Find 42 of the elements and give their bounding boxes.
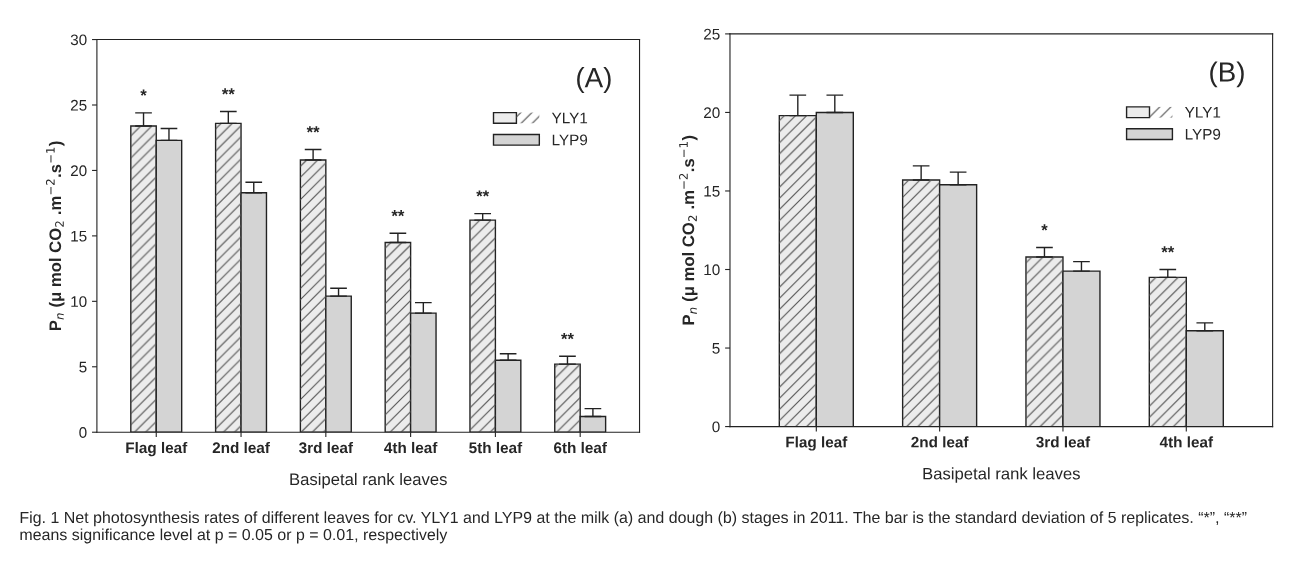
y-tick-label: 15	[704, 186, 720, 197]
x-axis-title: Basipetal rank leaves	[290, 472, 447, 489]
y-tick-label: 20	[70, 165, 87, 177]
y-tick-label: 0	[79, 427, 87, 438]
y-tick-label: 0	[712, 421, 720, 433]
x-tick-label: 5th leaf	[469, 441, 523, 454]
x-tick-label: 3rd leaf	[299, 441, 354, 454]
text: P$_{n}$ (μ mol CO$_{2}$ .m$^{−2}$.s$^{−1}$)	[679, 135, 698, 325]
y-tick-label: 20	[704, 107, 720, 119]
text: P$_{n}$ (μ mol CO$_{2}$ .m$^{−2}$.s$^{−1}$)	[45, 141, 65, 331]
annotation: **	[476, 190, 490, 197]
annotation: **	[561, 333, 574, 340]
legend-label: LYP9	[552, 134, 588, 146]
annotation: **	[391, 210, 405, 217]
x-axis-title: Basipetal rank leaves	[923, 467, 1080, 483]
y-tick-label: 30	[70, 34, 87, 46]
x-tick-label: 2nd leaf	[911, 436, 969, 448]
annotation: **	[221, 88, 235, 95]
annotation: (A)	[577, 67, 611, 93]
annotation: *	[1041, 224, 1048, 231]
legend-label: LYP9	[1185, 128, 1221, 140]
x-tick-label: Flag leaf	[786, 436, 848, 451]
y-tick-label: 25	[70, 99, 87, 111]
annotation: **	[306, 126, 320, 133]
annotation: (B)	[1210, 61, 1244, 88]
x-tick-label: 3rd leaf	[1036, 436, 1091, 448]
x-tick-label: 4th leaf	[384, 441, 438, 454]
caption: Fig. 1 Net photosynthesis rates of different leaves for cv. YLY1 and LYP9 at the milk (a) and dough (b) stages in 2011. The bar is the standard deviation of 5 replicates. “*”, “**” means significance level at p = 0.05 or p = 0.01, respectively	[20, 511, 1247, 544]
y-tick-label: 5	[712, 343, 720, 354]
annotation: **	[1161, 246, 1175, 253]
y-tick-label: 25	[704, 28, 720, 40]
x-tick-label: 6th leaf	[554, 441, 607, 454]
legend-label: YLY1	[551, 112, 588, 124]
legend-label: YLY1	[1184, 107, 1221, 118]
x-tick-label: 4th leaf	[1159, 436, 1214, 448]
y-tick-label: 10	[71, 296, 87, 308]
y-tick-label: 5	[79, 361, 87, 373]
x-tick-label: 2nd leaf	[212, 441, 270, 454]
annotation: *	[140, 89, 147, 96]
y-tick-label: 10	[704, 264, 720, 276]
x-tick-label: Flag leaf	[126, 441, 188, 457]
y-tick-label: 15	[71, 230, 87, 242]
